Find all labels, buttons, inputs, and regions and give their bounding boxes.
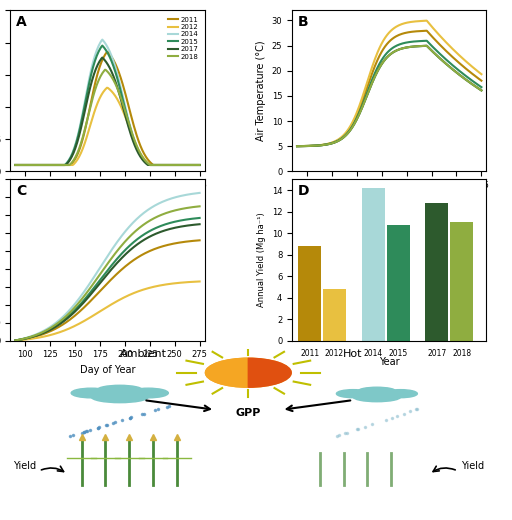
Ellipse shape [129,388,168,398]
Wedge shape [248,358,291,387]
Text: D: D [298,184,309,198]
2015 [23,162,29,168]
Text: GPP: GPP [236,408,261,418]
2018 [47,162,53,168]
Ellipse shape [384,389,417,398]
2012 [104,85,110,91]
2012 [182,162,188,168]
Wedge shape [205,358,248,387]
X-axis label: Day of Year: Day of Year [361,196,417,206]
2014 [19,162,26,168]
Ellipse shape [358,387,396,395]
2018 [61,162,68,168]
2011 [19,162,26,168]
2015 [99,43,105,49]
2017 [99,55,105,61]
Ellipse shape [353,392,401,402]
2017 [19,162,26,168]
2017 [188,162,195,168]
Ellipse shape [71,388,111,398]
2017 [23,162,29,168]
2018 [197,162,203,168]
Line: 2015: 2015 [15,46,200,165]
2015 [182,162,188,168]
Circle shape [205,358,291,387]
Text: 2017: 2017 [428,349,446,358]
2014 [47,162,53,168]
2012 [19,162,26,168]
2012 [12,162,18,168]
2014 [61,162,68,168]
X-axis label: Day of Year: Day of Year [80,365,135,375]
Line: 2012: 2012 [15,88,200,165]
2018 [23,162,29,168]
2018 [12,162,18,168]
2014 [188,162,195,168]
2017 [61,162,68,168]
Ellipse shape [91,391,148,402]
2017 [182,162,188,168]
Text: Yield: Yield [13,461,36,471]
2011 [188,162,195,168]
2017 [197,162,203,168]
Bar [450,223,473,341]
Legend: 2011, 2012, 2014, 2015, 2017, 2018: 2011, 2012, 2014, 2015, 2017, 2018 [165,14,201,62]
Ellipse shape [97,385,143,395]
Y-axis label: Annual Yield (Mg ha⁻¹): Annual Yield (Mg ha⁻¹) [257,213,266,307]
Text: A: A [16,15,27,29]
Line: 2014: 2014 [15,40,200,165]
Ellipse shape [336,389,370,398]
2014 [12,162,18,168]
2015 [61,162,68,168]
Text: Year: Year [379,357,399,367]
Text: 2015: 2015 [389,349,408,358]
Text: 2014: 2014 [364,349,383,358]
2011 [61,162,68,168]
2011 [47,162,53,168]
Line: 2017: 2017 [15,58,200,165]
Bar [425,203,449,341]
2015 [47,162,53,168]
Text: B: B [298,15,309,29]
2017 [12,162,18,168]
2015 [197,162,203,168]
2012 [23,162,29,168]
Text: Yield: Yield [461,461,484,471]
Y-axis label: Air Temperature (°C): Air Temperature (°C) [256,41,266,141]
2014 [182,162,188,168]
2018 [188,162,195,168]
Bar [323,289,346,341]
2011 [197,162,203,168]
2015 [188,162,195,168]
2012 [188,162,195,168]
2012 [47,162,53,168]
2012 [197,162,203,168]
X-axis label: Day of Year: Day of Year [80,196,135,206]
2011 [104,49,110,55]
2011 [12,162,18,168]
Bar [387,225,410,341]
2014 [197,162,203,168]
2014 [23,162,29,168]
Text: Ambient: Ambient [120,348,167,359]
2018 [19,162,26,168]
2017 [47,162,53,168]
Bar [298,246,321,341]
Text: 2018: 2018 [452,349,471,358]
Text: 2012: 2012 [325,349,344,358]
2018 [182,162,188,168]
2012 [61,162,68,168]
2011 [23,162,29,168]
Bar [362,188,385,341]
Line: 2011: 2011 [15,52,200,165]
Text: Hot: Hot [344,348,363,359]
2015 [12,162,18,168]
Text: C: C [16,184,26,198]
Line: 2018: 2018 [15,70,200,165]
2015 [19,162,26,168]
2014 [99,36,105,43]
2011 [182,162,188,168]
2018 [102,67,108,73]
Text: 2011: 2011 [300,349,319,358]
